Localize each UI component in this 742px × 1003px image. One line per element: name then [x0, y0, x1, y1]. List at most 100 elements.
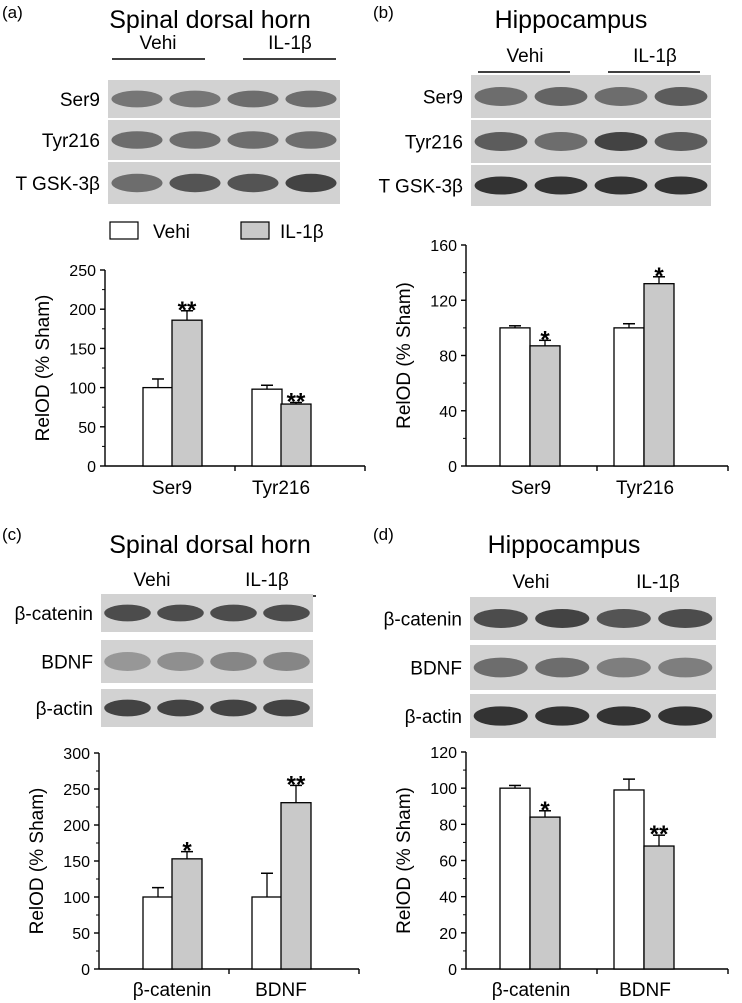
blot-group-label: Vehi	[513, 572, 550, 593]
significance-marker: *	[540, 797, 550, 824]
blot-band	[474, 132, 528, 151]
panel-d: (d) Hippocampus Vehi IL-1β β-catenin BDNF β-ac…	[373, 525, 716, 738]
blot-band	[594, 132, 648, 151]
blot-band	[285, 90, 337, 108]
blot-band	[596, 657, 651, 678]
blot-band	[227, 131, 279, 149]
blot-label: Tyr216	[42, 131, 100, 152]
blot-group-label: Vehi	[507, 46, 544, 67]
bar-il1b	[643, 283, 675, 467]
x-tick-label: BDNF	[619, 980, 671, 1001]
y-tick-label: 0	[448, 962, 457, 979]
blot-band	[227, 173, 279, 193]
blot-band	[658, 609, 713, 628]
y-axis-label: RelOD (% Sham)	[27, 788, 48, 935]
blot-band	[111, 90, 163, 108]
blot-band	[210, 652, 257, 671]
blot-band	[157, 699, 204, 717]
x-tick-label: Ser9	[511, 478, 551, 499]
blot-band	[157, 604, 204, 622]
blot-label: BDNF	[41, 653, 93, 674]
y-tick-label: 300	[63, 746, 90, 763]
significance-marker: **	[650, 821, 669, 848]
blot-band	[534, 132, 588, 151]
blot-band	[111, 131, 163, 149]
y-tick-label: 250	[69, 263, 96, 280]
y-tick-label: 40	[439, 404, 457, 421]
significance-marker: **	[178, 297, 197, 324]
y-tick-label: 120	[430, 745, 457, 762]
x-tick-label: β-catenin	[133, 980, 212, 1001]
legend-label-vehi: Vehi	[153, 222, 190, 243]
blot-label: β-catenin	[14, 604, 93, 625]
panel-title: Spinal dorsal horn	[109, 531, 311, 559]
blot-group-label: IL-1β	[636, 572, 680, 593]
bar-vehi	[499, 787, 531, 970]
legend-label-il1b: IL-1β	[280, 222, 324, 243]
bar-il1b	[529, 345, 561, 467]
blot-label: T GSK-3β	[16, 174, 101, 195]
y-tick-label: 20	[439, 926, 457, 943]
panel-c: (c) Spinal dorsal horn Vehi IL-1β β-catenin B…	[2, 525, 316, 727]
y-tick-label: 250	[63, 782, 90, 799]
blot-band	[596, 609, 651, 628]
blot-label: β-actin	[405, 707, 462, 728]
significance-marker: *	[182, 838, 192, 865]
blot-band	[535, 706, 590, 726]
significance-marker: **	[287, 771, 306, 798]
blot-label: β-actin	[36, 699, 93, 720]
y-tick-label: 120	[430, 293, 457, 310]
bar-vehi	[142, 896, 174, 970]
significance-marker: **	[287, 388, 306, 415]
blot-band	[473, 706, 528, 726]
blot-band	[594, 87, 648, 106]
panel-letter: (b)	[373, 3, 394, 22]
blot-label: BDNF	[410, 659, 462, 680]
blot-band	[535, 657, 590, 678]
y-tick-label: 80	[439, 817, 457, 834]
x-tick-label: Tyr216	[252, 478, 310, 499]
y-axis-label: RelOD (% Sham)	[394, 787, 415, 934]
blot-band	[285, 131, 337, 149]
x-tick-label: Tyr216	[616, 478, 674, 499]
blot-band	[654, 176, 708, 195]
y-tick-label: 50	[72, 926, 90, 943]
blot-label: T GSK-3β	[379, 177, 464, 198]
blot-band	[111, 173, 163, 193]
bar-vehi	[142, 386, 174, 467]
blot-band	[263, 604, 310, 622]
panel-letter: (c)	[2, 525, 22, 544]
y-tick-label: 0	[81, 962, 90, 979]
chart-d: 0 20 40 60 80 100 120 RelOD (% Sham) β-catenin BD…	[394, 745, 729, 1001]
bar-vehi	[499, 327, 531, 467]
y-tick-label: 100	[63, 890, 90, 907]
panel-title: Hippocampus	[488, 531, 641, 559]
bar-il1b	[280, 802, 312, 970]
blot-band	[658, 706, 713, 726]
blot-band	[594, 176, 648, 195]
y-tick-label: 50	[78, 420, 96, 437]
bar-il1b	[280, 403, 312, 467]
y-tick-label: 100	[430, 781, 457, 798]
bar-il1b	[171, 319, 203, 467]
chart-a: 0 50 100 150 200 250 RelOD (% Sham) Ser9 Tyr216 *…	[33, 263, 366, 499]
bar-il1b	[171, 858, 203, 970]
blot-group-label: Vehi	[134, 570, 171, 591]
y-tick-label: 0	[87, 459, 96, 476]
blot-band	[263, 652, 310, 671]
blot-band	[104, 699, 151, 717]
blot-label: β-catenin	[383, 610, 462, 631]
blot-band	[157, 652, 204, 671]
bar-il1b	[529, 816, 561, 970]
y-tick-label: 0	[448, 459, 457, 476]
blot-band	[596, 706, 651, 726]
blot-group-label: IL-1β	[633, 46, 677, 67]
bar-vehi	[613, 327, 645, 467]
chart-c: 0 50 100 150 200 250 300 RelOD (% Sham) β-cateni…	[27, 746, 360, 1001]
chart-b: 0 40 80 120 160 RelOD (% Sham) Ser9 Tyr216 * *	[394, 238, 729, 499]
blot-band	[474, 87, 528, 106]
blot-group-label: IL-1β	[268, 33, 312, 54]
blot-band	[210, 699, 257, 717]
y-tick-label: 60	[439, 854, 457, 871]
